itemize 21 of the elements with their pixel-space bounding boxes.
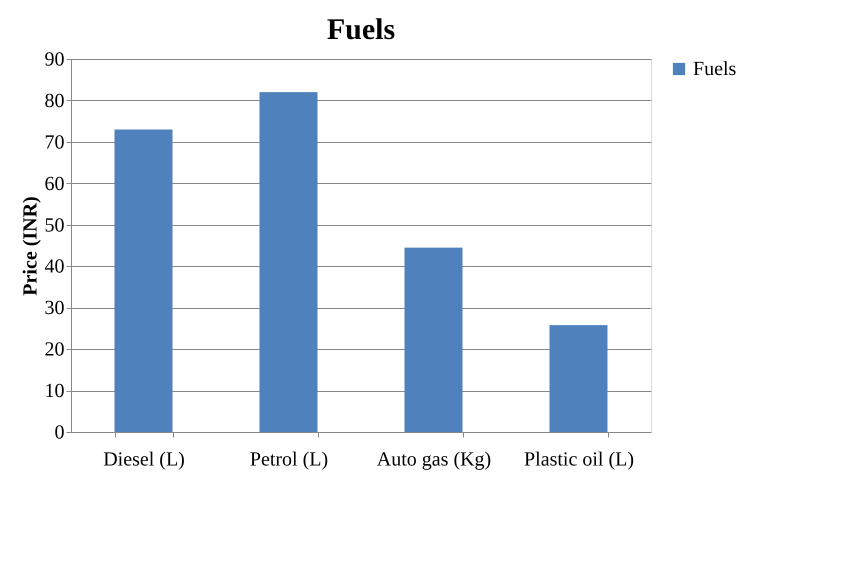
- y-tick-label: 0: [54, 422, 64, 444]
- bar: [114, 129, 172, 432]
- legend-label: Fuels: [693, 58, 737, 80]
- y-axis-title: Price (INR): [20, 196, 42, 296]
- y-tick-label: 70: [44, 131, 64, 154]
- y-tick-label: 60: [44, 172, 64, 195]
- bar: [550, 325, 608, 432]
- bar: [260, 92, 318, 432]
- bar: [404, 248, 462, 432]
- y-tick-label: 80: [44, 90, 64, 112]
- y-tick-label: 20: [44, 338, 64, 361]
- y-tick-label: 30: [44, 297, 64, 320]
- y-tick-label: 50: [44, 214, 64, 236]
- x-tick-label: Auto gas (Kg): [376, 448, 492, 470]
- y-tick-label: 90: [44, 48, 64, 70]
- y-tick-label: 10: [44, 380, 64, 402]
- x-tick-label: Diesel (L): [103, 448, 185, 470]
- x-tick-label: Petrol (L): [250, 448, 328, 470]
- x-tick-label: Plastic oil (L): [524, 448, 634, 470]
- chart-title: Fuels: [326, 13, 396, 46]
- y-tick-label: 40: [44, 256, 64, 278]
